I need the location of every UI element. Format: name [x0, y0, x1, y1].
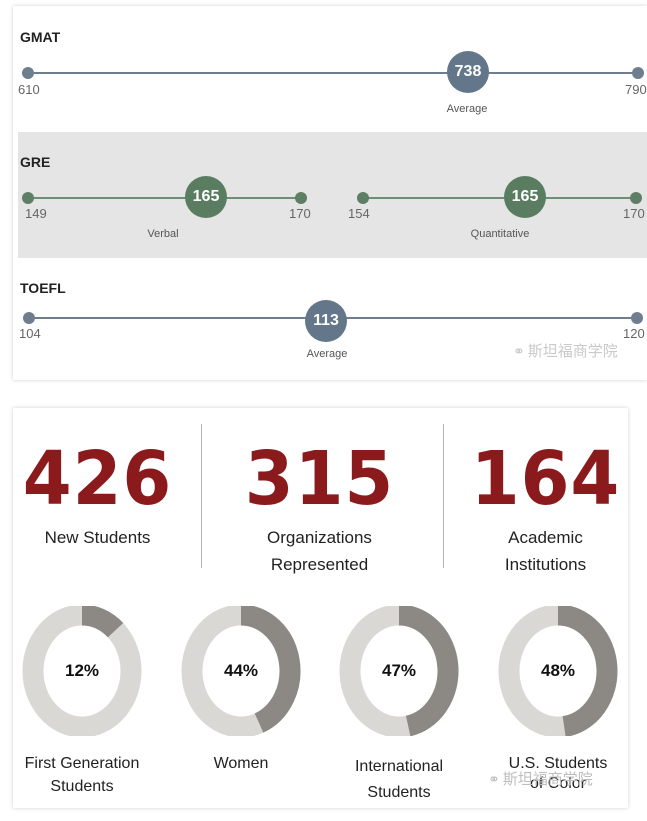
gre-verbal-min-label: 149: [25, 206, 47, 221]
watermark-text: 斯坦福商学院: [502, 770, 593, 788]
donut-women: 44%: [181, 606, 301, 736]
stat-label-line: Academic: [508, 528, 583, 547]
gmat-max-dot: [632, 67, 644, 79]
donut-caption-line: of Color: [529, 775, 587, 792]
gmat-average-caption: Average: [446, 103, 488, 115]
stat-label-line: New Students: [44, 528, 151, 547]
gre-quant-caption: Quantitative: [470, 228, 530, 240]
gre-quant-min-label: 154: [348, 206, 370, 221]
donut-ring: [181, 606, 301, 736]
donut-value: 12%: [64, 661, 100, 680]
gre-verbal-max-dot: [295, 192, 307, 204]
toefl-average-caption: Average: [306, 348, 348, 360]
gre-verbal-marker: 165: [185, 176, 227, 218]
donut-arc: [557, 606, 618, 736]
donut-ring: [22, 606, 142, 736]
stat-number: 164: [470, 436, 621, 522]
stat-label: Organizations Represented: [217, 524, 422, 578]
stat-label: New Students: [0, 524, 200, 551]
gre-quant-min-dot: [357, 192, 369, 204]
toefl-average-marker: 113: [305, 300, 347, 342]
donut-value: 48%: [540, 661, 576, 680]
donut-caption-first-generation: First Generation Students: [2, 752, 162, 798]
donut-caption-line: Women: [213, 755, 269, 772]
donut-caption-line: Students: [367, 784, 431, 801]
test-scores-card: GMAT 738 610 790 Average GRE 165 149 170…: [13, 6, 647, 380]
donut-international: 47%: [339, 606, 459, 736]
donut-ring: [498, 606, 618, 736]
gre-quant-marker: 165: [504, 176, 546, 218]
donut-caption-line: Students: [50, 778, 114, 795]
donut-value: 44%: [223, 661, 259, 680]
stat-number: 315: [244, 436, 395, 522]
gmat-title: GMAT: [20, 29, 61, 45]
gre-title: GRE: [20, 154, 51, 170]
donut-caption-line: First Generation: [24, 755, 140, 772]
toefl-min-dot: [23, 312, 35, 324]
donut-caption-women: Women: [161, 752, 321, 775]
gmat-min-label: 610: [18, 82, 40, 97]
stat-divider: [201, 424, 202, 568]
watermark: ⚭ 斯坦福商学院: [513, 340, 618, 361]
stat-label-line: Represented: [270, 555, 369, 574]
donut-caption-line: International: [354, 758, 444, 775]
gre-verbal-max-label: 170: [289, 206, 311, 221]
donut-ring: [339, 606, 459, 736]
gre-quant-max-label: 170: [623, 206, 645, 221]
stat-label-line: Organizations: [267, 528, 372, 547]
gmat-max-label: 790: [625, 82, 647, 97]
donut-caption-international: International Students: [319, 754, 479, 806]
wechat-icon: ⚭: [513, 344, 525, 360]
donut-first-generation: 12%: [22, 606, 142, 736]
stat-number: 426: [22, 436, 173, 522]
toefl-max-dot: [631, 312, 643, 324]
donut-caption-line: U.S. Students: [508, 755, 608, 772]
gmat-section: GMAT 738 610 790 Average: [13, 6, 647, 130]
gre-section: GRE 165 149 170 Verbal 165 154 170 Quant…: [18, 132, 647, 258]
toefl-section: TOEFL 113 104 120 Average ⚭ 斯坦福商学院: [13, 258, 647, 380]
gre-quant-max-dot: [630, 192, 642, 204]
toefl-max-label: 120: [623, 326, 645, 341]
stat-label-line: Institutions: [504, 555, 587, 574]
toefl-title: TOEFL: [20, 280, 66, 296]
gmat-min-dot: [22, 67, 34, 79]
gre-verbal-caption: Verbal: [147, 228, 179, 240]
donut-arc: [398, 606, 459, 736]
gre-verbal-min-dot: [22, 192, 34, 204]
class-profile-card: 426 New Students 315 Organizations Repre…: [13, 408, 628, 808]
toefl-min-label: 104: [19, 326, 41, 341]
gmat-range-track: [28, 72, 638, 74]
stat-divider: [443, 424, 444, 568]
gmat-average-marker: 738: [447, 51, 489, 93]
donut-arc: [81, 606, 124, 638]
donut-us-students-of-color: 48%: [498, 606, 618, 736]
gre-verbal-track: [28, 197, 301, 199]
donut-arc: [240, 606, 301, 733]
donut-value: 47%: [381, 661, 417, 680]
gre-quant-track: [363, 197, 639, 199]
donut-caption-us-students-of-color: U.S. Students of Color: [478, 754, 638, 794]
watermark-text: 斯坦福商学院: [527, 342, 618, 360]
watermark: ⚭ 斯坦福商学院: [488, 768, 593, 789]
wechat-icon: ⚭: [488, 772, 500, 788]
stat-label: Academic Institutions: [443, 524, 647, 578]
